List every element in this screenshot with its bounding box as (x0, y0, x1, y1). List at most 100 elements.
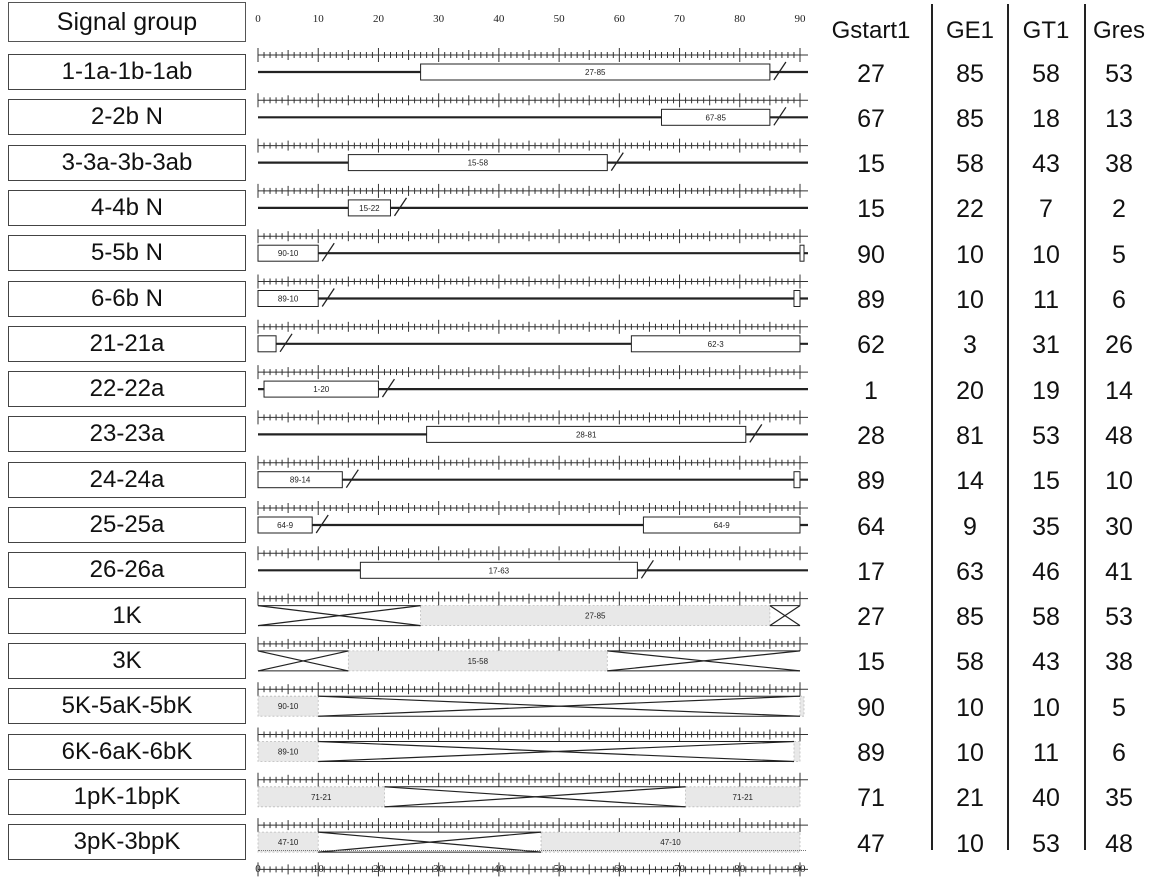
signal-group-label: 21-21a (8, 325, 246, 362)
gt1-value: 43 (1032, 150, 1060, 179)
ge1-value: 85 (956, 59, 984, 88)
pedestrian-green-interval (257, 786, 385, 808)
gres-value: 53 (1105, 603, 1133, 632)
gt1-value: 40 (1032, 784, 1060, 813)
cycle-break-mark (279, 333, 293, 353)
gres-value: 2 (1112, 195, 1126, 224)
green-interval-bar (630, 335, 801, 353)
gres-value: 30 (1105, 512, 1133, 541)
gstart1-value: 28 (857, 421, 885, 450)
signal-group-label: 2-2b N (8, 99, 246, 136)
table-divider (931, 4, 933, 850)
table-divider (1084, 4, 1086, 850)
gstart1-value: 17 (857, 557, 885, 586)
green-interval-label: 15-58 (468, 657, 489, 666)
green-interval-label: 27-85 (585, 612, 606, 621)
signal-group-label: 23-23a (8, 416, 246, 453)
gt1-value: 19 (1032, 376, 1060, 405)
green-interval-bar (793, 471, 801, 489)
green-interval-label: 62-3 (708, 340, 725, 349)
ge1-value: 3 (963, 331, 977, 360)
pedestrian-red-cross (769, 605, 801, 627)
signal-group-label: 5K-5aK-5bK (8, 688, 246, 725)
gres-value: 53 (1105, 59, 1133, 88)
green-interval-label: 28-81 (576, 430, 597, 439)
cycle-break-mark (321, 288, 335, 307)
gt1-value: 53 (1032, 829, 1060, 858)
green-interval-label: 15-58 (468, 159, 489, 168)
green-interval-bar (257, 290, 319, 307)
gstart1-value: 27 (857, 59, 885, 88)
pedestrian-green-interval (685, 786, 801, 808)
gres-value: 6 (1112, 286, 1126, 314)
axis-tick-label-top: 80 (734, 13, 746, 25)
signal-group-header: Signal group (8, 2, 246, 42)
gt1-value: 10 (1032, 240, 1060, 269)
gt1-value: 35 (1032, 512, 1060, 541)
cycle-break-mark (315, 514, 329, 534)
axis-tick-label-top: 90 (795, 13, 807, 25)
green-interval-label: 71-21 (733, 793, 754, 802)
pedestrian-green-interval (257, 695, 319, 717)
axis-tick-label-top: 60 (614, 13, 626, 25)
gstart1-value: 47 (857, 829, 885, 858)
green-interval-label: 89-10 (278, 748, 299, 757)
gstart1-value: 62 (857, 331, 885, 360)
gres-value: 14 (1105, 376, 1133, 405)
green-interval-label: 71-21 (311, 793, 332, 802)
cycle-break-mark (749, 424, 763, 443)
green-interval-label: 47-10 (278, 838, 299, 847)
gt1-value: 7 (1039, 195, 1053, 224)
pedestrian-red-cross (318, 831, 542, 853)
signal-group-label: 25-25a (8, 507, 246, 543)
ge1-value: 10 (956, 829, 984, 858)
green-interval-bar (263, 380, 379, 398)
signal-group-label: 3pK-3bpK (8, 824, 246, 861)
green-interval-bar (347, 154, 608, 172)
ge1-value: 20 (956, 376, 984, 405)
table-divider (1007, 4, 1009, 850)
pedestrian-green-interval (540, 831, 801, 853)
green-interval-bar (660, 108, 771, 126)
gstart1-value: 90 (857, 240, 885, 269)
cycle-break-mark (345, 469, 359, 489)
ge1-value: 14 (956, 467, 984, 496)
cycle-break-mark (381, 378, 395, 398)
ge1-value: 81 (956, 421, 984, 450)
cycle-break-mark (640, 559, 654, 579)
gres-value: 48 (1105, 421, 1133, 450)
column-header-gt1: GT1 (1022, 17, 1070, 44)
green-interval-bar (420, 63, 771, 81)
gres-value: 41 (1105, 557, 1133, 586)
axis-tick-label-top: 0 (255, 13, 261, 25)
ge1-value: 10 (956, 693, 984, 722)
chart-bottom-border (258, 850, 806, 851)
pedestrian-red-cross (318, 740, 795, 763)
pedestrian-green-interval (257, 741, 319, 762)
signal-group-label: 6-6b N (8, 280, 246, 317)
green-interval-bar (642, 516, 801, 534)
green-interval-bar (359, 561, 638, 579)
gres-value: 5 (1112, 240, 1126, 269)
gt1-value: 58 (1032, 603, 1060, 632)
gt1-value: 18 (1032, 104, 1060, 133)
gstart1-value: 15 (857, 648, 885, 677)
signal-group-label: 26-26a (8, 552, 246, 589)
gstart1-value: 1 (864, 376, 878, 405)
gt1-value: 43 (1032, 648, 1060, 677)
ge1-value: 85 (956, 104, 984, 133)
green-interval-label: 89-14 (290, 476, 311, 485)
pedestrian-green-interval (347, 650, 608, 672)
ge1-value: 58 (956, 150, 984, 179)
gstart1-value: 67 (857, 104, 885, 133)
signal-group-label: 1pK-1bpK (8, 778, 246, 815)
gstart1-value: 89 (857, 467, 885, 496)
gres-value: 10 (1105, 467, 1133, 496)
green-interval-bar (799, 244, 805, 262)
green-interval-label: 27-85 (585, 68, 606, 77)
green-interval-label: 90-10 (278, 702, 299, 711)
gres-value: 35 (1105, 784, 1133, 813)
cycle-break-mark (321, 242, 335, 262)
